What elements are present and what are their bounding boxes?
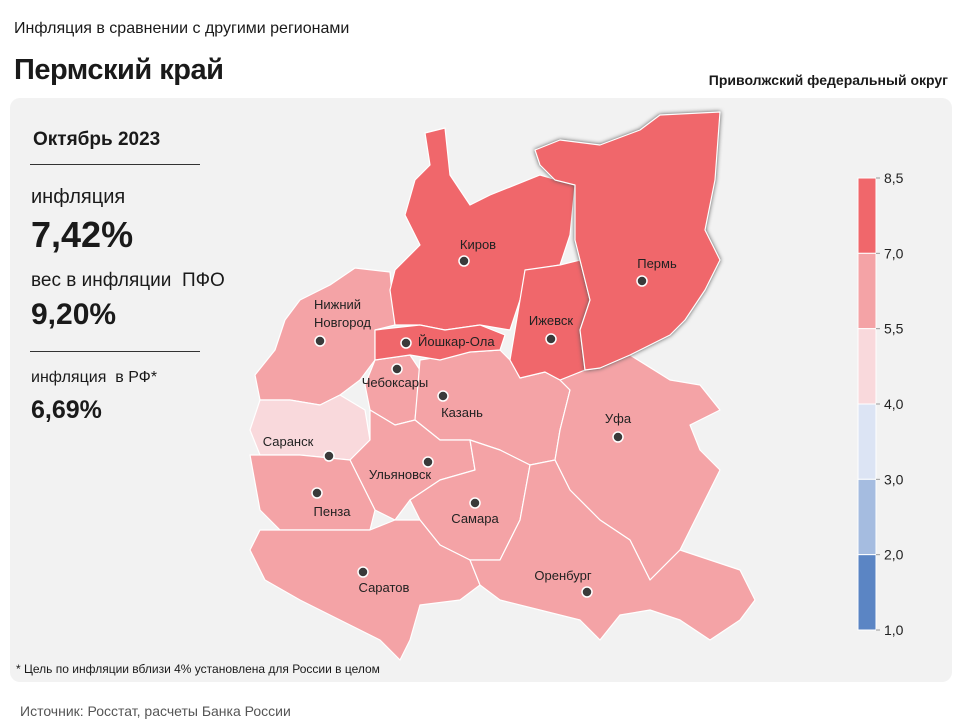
legend: 8,5 7,0 5,5 4,0 3,0 2,0 1,0 [857,170,904,638]
weight-label: вес в инфляции ПФО [31,270,225,291]
city-label: Пермь [637,256,677,271]
legend-label: 4,0 [884,396,904,412]
city-dot [612,431,624,443]
city-label: Пенза [314,504,352,519]
district: Приволжский федеральный округ [708,72,948,88]
city-label: Ижевск [529,313,574,328]
legend-label: 8,5 [884,170,904,186]
region [249,394,371,461]
region [389,127,576,331]
legend-band [857,252,877,330]
region [469,459,756,641]
rf-value: 6,69% [31,396,102,424]
divider [30,164,200,165]
city-label: Оренбург [534,568,591,583]
city-label: Нижний [314,297,361,312]
divider [30,351,200,352]
legend-band [857,177,877,254]
city-label: Самара [451,511,499,526]
city-dot [391,363,403,375]
city-label: Саранск [263,434,314,449]
city-label: Ульяновск [369,467,431,482]
legend-label: 7,0 [884,245,904,261]
city-label: Саратов [359,580,410,595]
inflation-label: инфляция [31,186,126,208]
title: Пермский край [14,54,224,86]
footnote: * Цель по инфляции вблизи 4% установлена… [16,662,380,676]
weight-value: 9,20% [31,298,117,331]
city-dot [636,275,648,287]
period: Октябрь 2023 [33,129,161,150]
legend-band [857,403,877,480]
city-label: Казань [441,405,483,420]
legend-band [857,554,877,631]
city-dot [323,450,335,462]
city-label: Киров [460,237,496,252]
region [249,519,481,661]
city-label: Чебоксары [362,375,429,390]
cities: Киров Пермь Нижний Новгород Ижевск Йошка… [263,237,677,598]
legend-band [857,478,877,556]
city-dot [458,255,470,267]
legend-band [857,328,877,405]
source: Источник: Росстат, расчеты Банка России [20,703,291,719]
city-label: Йошкар-Ола [418,334,495,349]
rf-label: инфляция в РФ* [31,369,158,386]
legend-label: 2,0 [884,547,904,563]
city-dot [357,566,369,578]
city-dot [422,456,434,468]
region-highlight [534,111,721,371]
city-label: Уфа [605,411,632,426]
regions [249,111,756,661]
legend-label: 3,0 [884,471,904,487]
region [374,324,506,361]
city-dot [437,390,449,402]
city-dot [311,487,323,499]
city-dot [400,337,412,349]
city-dot [581,586,593,598]
legend-label: 1,0 [884,622,904,638]
city-dot [314,335,326,347]
city-dot [469,497,481,509]
inflation-value: 7,42% [31,214,134,255]
city-dot [545,333,557,345]
subtitle: Инфляция в сравнении с другими регионами [14,20,350,37]
city-label: Новгород [314,315,371,330]
legend-label: 5,5 [884,321,904,337]
